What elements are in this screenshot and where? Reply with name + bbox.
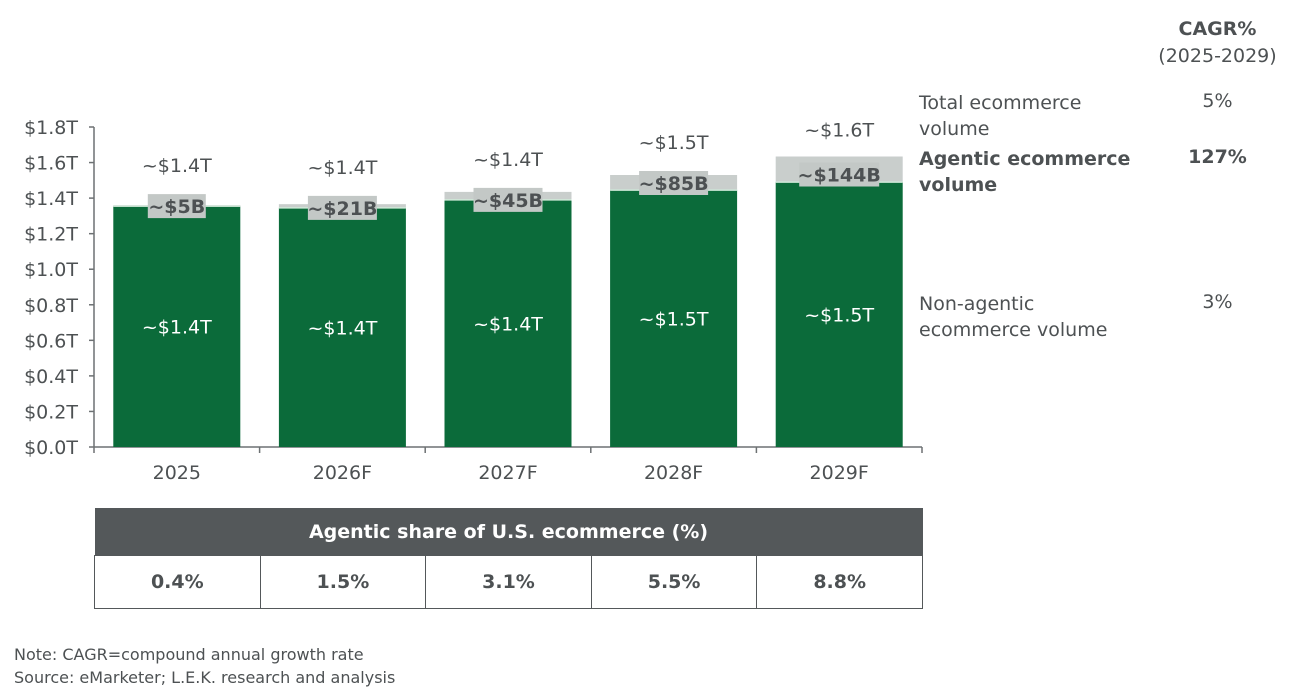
agentic-value-label: ~$21B: [307, 198, 377, 220]
non-agentic-value-label: ~$1.5T: [804, 305, 874, 327]
x-tick-label: 2027F: [478, 462, 537, 484]
total-value-label: ~$1.4T: [307, 157, 377, 179]
non-agentic-value-label: ~$1.4T: [142, 317, 212, 339]
cagr-header: CAGR% (2025-2029): [1150, 16, 1285, 70]
x-tick-label: 2025: [153, 462, 201, 484]
x-tick-label: 2028F: [644, 462, 703, 484]
stacked-bar-chart: $0.0T $0.2T $0.4T $0.6T $0.8T $1.0T $1.2T $1.4T…: [24, 117, 923, 484]
agentic-label-background: [799, 162, 880, 187]
non-agentic-value-label: ~$1.4T: [473, 313, 543, 335]
share-cell: 5.5%: [590, 555, 758, 609]
y-tick-label: $0.8T: [24, 295, 78, 317]
y-tick-label: $1.6T: [24, 153, 78, 175]
share-cell: 3.1%: [425, 555, 592, 609]
agentic-value-label: ~$85B: [639, 173, 709, 195]
cagr-value-nonagentic: 3%: [1202, 291, 1233, 313]
bar-non-agentic: [444, 199, 572, 447]
y-tick-label: $1.0T: [24, 259, 78, 281]
bar-non-agentic: [775, 182, 903, 447]
non-agentic-value-label: ~$1.5T: [639, 309, 709, 331]
y-tick-label: $1.2T: [24, 224, 78, 246]
x-tick-label: 2026F: [313, 462, 372, 484]
y-tick-label: $0.4T: [24, 366, 78, 388]
note-text: Note: CAGR=compound annual growth rate: [14, 645, 364, 664]
bar-non-agentic: [610, 190, 738, 447]
cagr-label-total: Total ecommerce volume: [919, 92, 1082, 140]
total-value-label: ~$1.4T: [473, 149, 543, 171]
total-value-label: ~$1.4T: [142, 155, 212, 177]
agentic-value-label: ~$5B: [148, 196, 205, 218]
cagr-period: (2025-2029): [1158, 45, 1277, 67]
y-tick-label: $0.0T: [24, 437, 78, 459]
source-text: Source: eMarketer; L.E.K. research and a…: [14, 668, 396, 687]
cagr-label-nonagentic: Non-agentic ecommerce volume: [919, 293, 1108, 341]
share-table-header: Agentic share of U.S. ecommerce (%): [94, 508, 923, 556]
share-cell: 8.8%: [756, 555, 923, 609]
y-tick-label: $1.4T: [24, 188, 78, 210]
agentic-value-label: ~$45B: [473, 190, 543, 212]
bar-non-agentic: [113, 206, 241, 447]
agentic-label-background: [473, 187, 543, 212]
y-tick-label: $0.6T: [24, 330, 78, 352]
agentic-label-background: [147, 194, 206, 219]
y-tick-label: $0.2T: [24, 401, 78, 423]
cagr-title: CAGR%: [1178, 18, 1257, 40]
y-tick-label: $1.8T: [24, 117, 78, 139]
share-cell: 1.5%: [259, 555, 427, 609]
footnotes: Note: CAGR=compound annual growth rate S…: [14, 643, 395, 689]
agentic-label-background: [307, 195, 377, 220]
agentic-value-label: ~$144B: [798, 165, 881, 187]
non-agentic-value-label: ~$1.4T: [307, 317, 377, 339]
agentic-label-background: [639, 171, 709, 195]
x-tick-label: 2029F: [810, 462, 869, 484]
total-value-label: ~$1.6T: [804, 120, 874, 142]
cagr-value-agentic: 127%: [1188, 146, 1247, 168]
total-value-label: ~$1.5T: [639, 132, 709, 154]
share-cell: 0.4%: [94, 555, 261, 609]
cagr-value-total: 5%: [1202, 90, 1233, 112]
agentic-share-table: Agentic share of U.S. ecommerce (%) 0.4%…: [94, 508, 923, 609]
cagr-label-agentic: Agentic ecommerce volume: [919, 148, 1131, 196]
bar-non-agentic: [278, 207, 406, 447]
